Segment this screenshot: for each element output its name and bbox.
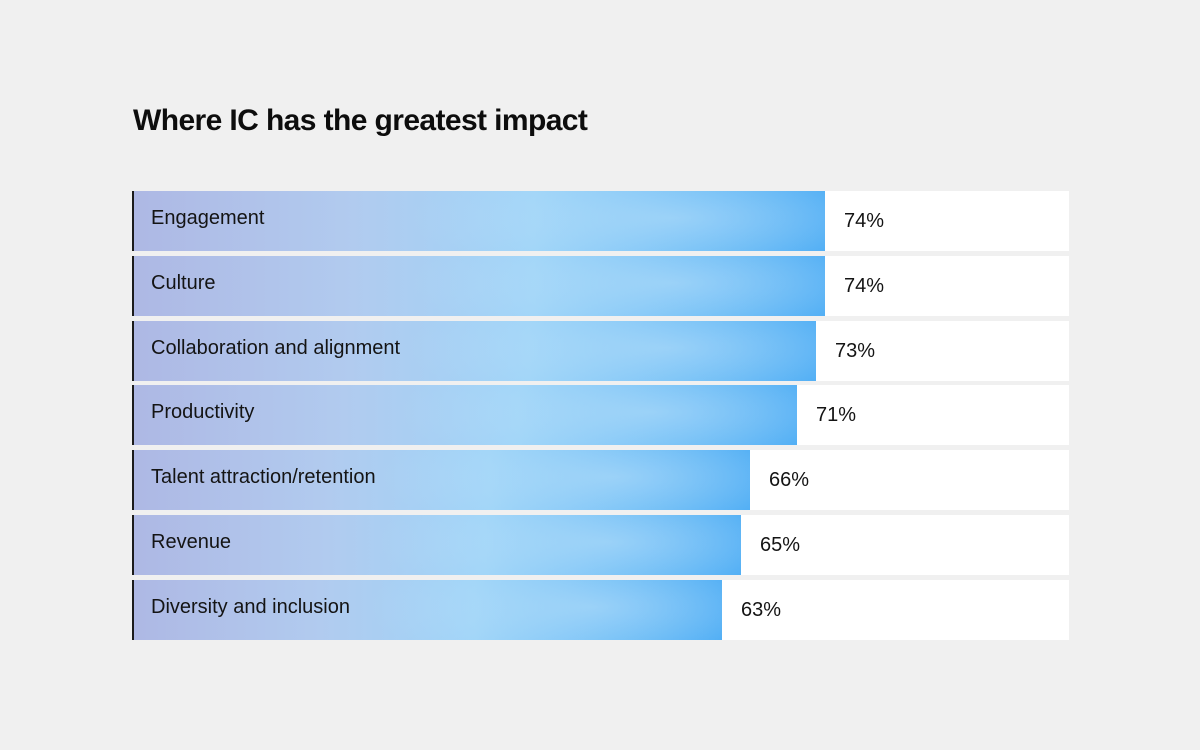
bar-category-label: Diversity and inclusion [151, 596, 350, 618]
bar-value-label: 65% [760, 534, 801, 556]
chart-title: Where IC has the greatest impact [133, 104, 588, 137]
bar-row: Talent attraction/retention 66% [132, 450, 1069, 510]
bar-category-label: Culture [151, 272, 216, 294]
bar-category-label: Revenue [151, 531, 232, 553]
bar-axis-line [132, 450, 134, 510]
bar [132, 515, 741, 575]
bar-axis-line [132, 256, 134, 316]
bar-value-label: 71% [816, 404, 857, 426]
bar [132, 580, 722, 640]
bar-axis-line [132, 191, 134, 251]
bar-axis-line [132, 321, 134, 381]
bar [132, 321, 816, 381]
bar-row: Revenue 65% [132, 515, 1069, 575]
bar-row: Culture 74% [132, 256, 1069, 316]
bar-axis-line [132, 515, 134, 575]
bar-category-label: Collaboration and alignment [151, 337, 401, 359]
bar-axis-line [132, 580, 134, 640]
bar-row: Collaboration and alignment 73% [132, 321, 1069, 381]
bar-axis-line [132, 385, 134, 445]
bar-value-label: 66% [769, 469, 810, 491]
bar-row: Diversity and inclusion 63% [132, 580, 1069, 640]
bar-row: Engagement 74% [132, 191, 1069, 251]
bar-value-label: 63% [741, 599, 782, 621]
bar-category-label: Talent attraction/retention [151, 466, 376, 488]
bar [132, 256, 825, 316]
bar [132, 385, 797, 445]
bar-value-label: 74% [844, 275, 885, 297]
bar-category-label: Productivity [151, 401, 255, 423]
bar [132, 191, 825, 251]
bar-category-label: Engagement [151, 207, 265, 229]
bar-chart: Engagement 74% Culture 74% Collaboration and… [132, 191, 1069, 640]
bar-row: Productivity 71% [132, 385, 1069, 445]
bar-value-label: 73% [835, 340, 876, 362]
bar-value-label: 74% [844, 210, 885, 232]
bar [132, 450, 750, 510]
